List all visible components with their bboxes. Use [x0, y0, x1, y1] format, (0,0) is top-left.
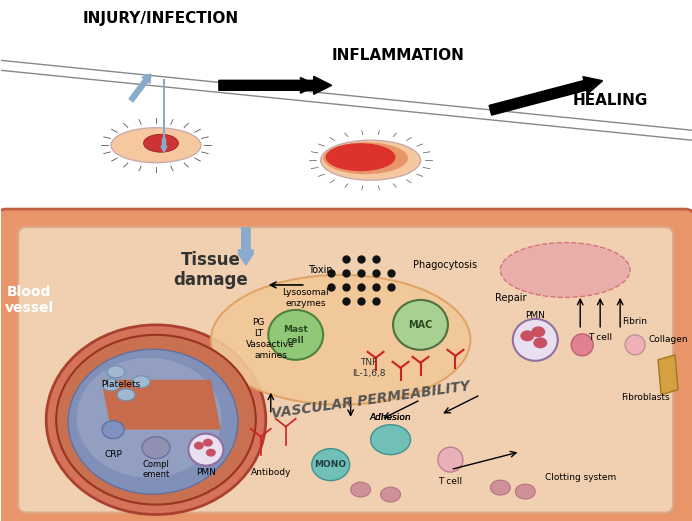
Ellipse shape [326, 143, 396, 171]
Text: T cell: T cell [588, 333, 612, 342]
Text: VASCULAR PERMEABILITY: VASCULAR PERMEABILITY [271, 379, 471, 420]
Text: INJURY/INFECTION: INJURY/INFECTION [83, 11, 239, 26]
Text: HEALING: HEALING [572, 93, 648, 108]
Ellipse shape [320, 140, 421, 180]
Ellipse shape [520, 330, 534, 341]
Text: Clotting system: Clotting system [545, 473, 616, 482]
Text: Antibody: Antibody [251, 468, 291, 477]
Ellipse shape [102, 379, 120, 391]
Text: Toxin: Toxin [309, 265, 333, 275]
FancyArrow shape [129, 74, 151, 102]
Text: PG
LT: PG LT [253, 318, 265, 338]
Text: T cell: T cell [439, 477, 462, 486]
Text: CRP: CRP [104, 450, 122, 459]
Ellipse shape [516, 484, 536, 499]
Ellipse shape [111, 128, 201, 163]
Text: Blood
vessel: Blood vessel [5, 285, 54, 315]
Ellipse shape [203, 439, 213, 446]
Ellipse shape [206, 449, 216, 456]
Ellipse shape [513, 319, 558, 361]
Text: Vasoactive
amines: Vasoactive amines [246, 340, 295, 359]
Text: Phagocytosis: Phagocytosis [413, 260, 477, 270]
Text: Mast
cell: Mast cell [283, 325, 308, 344]
Ellipse shape [46, 325, 266, 515]
Text: Repair: Repair [495, 293, 526, 303]
Ellipse shape [571, 334, 593, 356]
Ellipse shape [107, 366, 125, 378]
Ellipse shape [142, 437, 170, 458]
Ellipse shape [491, 480, 510, 495]
Text: MONO: MONO [315, 460, 347, 469]
Text: Tissue
damage: Tissue damage [174, 251, 248, 289]
Ellipse shape [132, 376, 150, 388]
Ellipse shape [117, 389, 135, 401]
Text: PMN: PMN [525, 312, 545, 320]
Ellipse shape [268, 310, 323, 360]
FancyBboxPatch shape [18, 227, 673, 513]
FancyArrow shape [489, 77, 603, 115]
Text: Collagen: Collagen [648, 336, 688, 344]
FancyArrow shape [238, 228, 254, 260]
Text: INFLAMMATION: INFLAMMATION [332, 48, 465, 63]
Text: Adhesion: Adhesion [370, 413, 411, 422]
Text: Fibroblasts: Fibroblasts [621, 393, 669, 402]
Ellipse shape [381, 487, 401, 502]
Ellipse shape [56, 335, 256, 504]
Ellipse shape [393, 300, 448, 350]
Text: Fibrin: Fibrin [623, 317, 648, 326]
Text: Lysosomal
enzymes: Lysosomal enzymes [282, 288, 329, 307]
Ellipse shape [438, 447, 463, 472]
Text: Compl
ement: Compl ement [143, 460, 170, 479]
FancyBboxPatch shape [0, 209, 692, 521]
Ellipse shape [211, 275, 471, 405]
Polygon shape [101, 380, 221, 430]
Ellipse shape [500, 243, 630, 297]
Ellipse shape [323, 142, 408, 174]
Ellipse shape [143, 134, 179, 152]
Ellipse shape [371, 425, 410, 455]
Text: Adhesion: Adhesion [370, 413, 411, 422]
Text: Platelets: Platelets [102, 380, 140, 389]
Text: MAC: MAC [408, 320, 432, 330]
FancyArrow shape [238, 228, 254, 265]
Text: PMN: PMN [196, 468, 216, 477]
Bar [1, 1, 692, 220]
Text: TNF
IL-1,6,8: TNF IL-1,6,8 [352, 358, 385, 378]
Ellipse shape [351, 482, 371, 497]
Ellipse shape [625, 335, 645, 355]
Ellipse shape [194, 442, 204, 450]
Ellipse shape [102, 420, 124, 439]
Ellipse shape [68, 350, 238, 494]
FancyArrow shape [161, 138, 167, 152]
Ellipse shape [188, 433, 224, 466]
Ellipse shape [77, 358, 221, 478]
Ellipse shape [534, 338, 547, 349]
FancyArrow shape [219, 77, 331, 94]
Ellipse shape [531, 326, 545, 338]
Ellipse shape [311, 449, 349, 480]
Polygon shape [658, 355, 678, 395]
